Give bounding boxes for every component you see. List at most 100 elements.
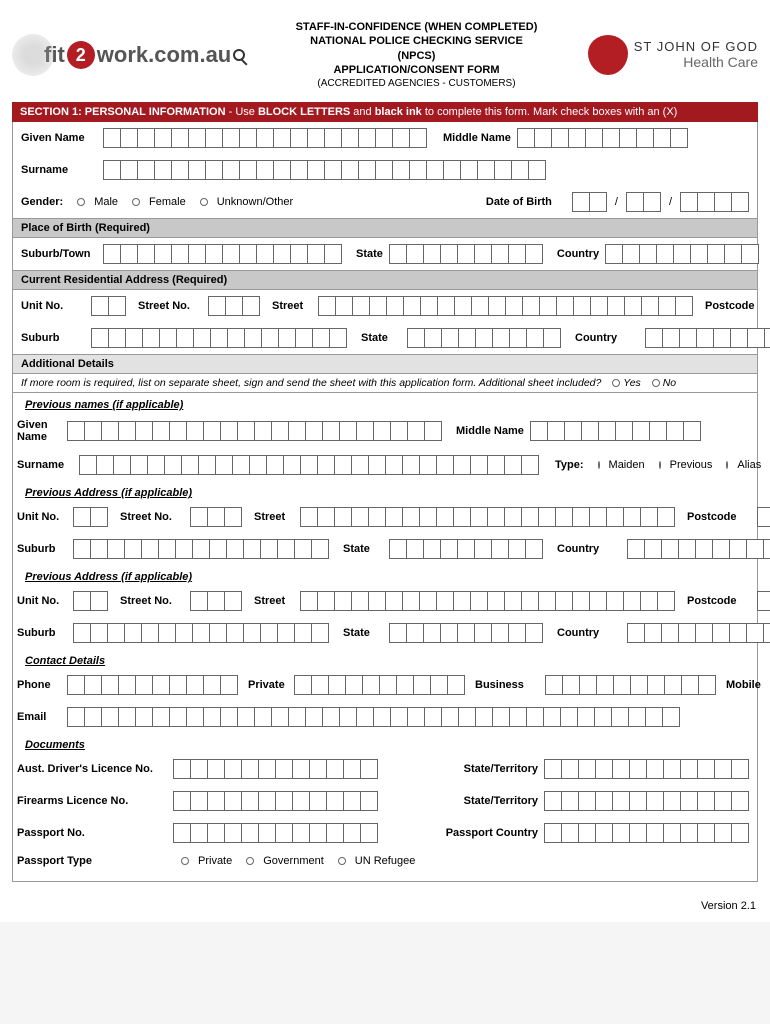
bar-place-of-birth: Place of Birth (Required) (13, 218, 757, 238)
label-middle-name: Middle Name (443, 132, 511, 144)
heading-prev-names: Previous names (if applicable) (13, 393, 757, 413)
header: fit 2 work.com.au STAFF-IN-CONFIDENCE (W… (12, 12, 758, 94)
boxes-cra-streetno[interactable] (208, 296, 260, 316)
radio-pt-gov[interactable] (246, 857, 254, 865)
boxes-drivers-state[interactable] (544, 759, 749, 779)
label-type: Type: (555, 459, 584, 471)
section1-prefix: SECTION 1: PERSONAL INFORMATION (20, 106, 226, 118)
header-line2: NATIONAL POLICE CHECKING SERVICE (296, 34, 538, 48)
boxes-middle-name[interactable] (517, 128, 688, 148)
header-line3: (NPCS) (296, 49, 538, 63)
logo-fit2work: fit 2 work.com.au (12, 34, 245, 76)
logo-sjog: ST JOHN OF GOD Health Care (588, 35, 758, 75)
shield-icon (588, 35, 628, 75)
boxes-passport-country[interactable] (544, 823, 749, 843)
version-label: Version 2.1 (701, 900, 756, 912)
label-cra-state: State (361, 332, 401, 344)
label-streetno: Street No. (138, 300, 202, 312)
boxes-dob-m[interactable] (626, 192, 661, 212)
radio-previous[interactable] (659, 461, 661, 469)
boxes-email[interactable] (67, 707, 680, 727)
heading-prev-addr2: Previous Address (if applicable) (13, 565, 757, 585)
logo-text-work: work.com.au (97, 42, 231, 68)
header-line5: (ACCREDITED AGENCIES - CUSTOMERS) (296, 77, 538, 90)
heading-documents: Documents (13, 733, 757, 753)
boxes-given-name[interactable] (103, 128, 427, 148)
radio-female[interactable] (132, 198, 140, 206)
boxes-prev-middle[interactable] (530, 421, 701, 441)
boxes-cra-street[interactable] (318, 296, 693, 316)
label-unit: Unit No. (21, 300, 85, 312)
boxes-pob-country[interactable] (605, 244, 759, 264)
boxes-passport[interactable] (173, 823, 378, 843)
boxes-cra-suburb[interactable] (91, 328, 347, 348)
radio-male[interactable] (77, 198, 85, 206)
boxes-cra-state[interactable] (407, 328, 561, 348)
boxes-phone-business[interactable] (294, 675, 465, 695)
heading-contact: Contact Details (13, 649, 757, 669)
boxes-firearms[interactable] (173, 791, 378, 811)
label-street: Street (272, 300, 312, 312)
boxes-prev-given[interactable] (67, 421, 442, 441)
label-pob-country: Country (557, 248, 599, 260)
label-surname: Surname (21, 164, 97, 176)
boxes-drivers[interactable] (173, 759, 378, 779)
boxes-surname[interactable] (103, 160, 546, 180)
label-cra-country: Country (575, 332, 639, 344)
boxes-phone-private[interactable] (67, 675, 238, 695)
row-prev-given: GivenName Middle Name (13, 413, 757, 449)
label-prev-given: GivenName (17, 419, 61, 443)
row-email: Email (13, 701, 757, 733)
radio-maiden[interactable] (598, 461, 600, 469)
bar-current-address: Current Residential Address (Required) (13, 270, 757, 290)
form-body: Given Name Middle Name Surname Gender: M… (12, 122, 758, 882)
row-pob: Suburb/Town State Country (13, 238, 757, 270)
row-pa1-1: Unit No. Street No. Street Postcode (13, 501, 757, 533)
logo-right-l1: ST JOHN OF GOD (634, 40, 758, 54)
section1-bar: SECTION 1: PERSONAL INFORMATION - Use BL… (12, 102, 758, 122)
label-dob: Date of Birth (486, 196, 552, 208)
heading-prev-addr1: Previous Address (if applicable) (13, 481, 757, 501)
label-postcode: Postcode (705, 300, 769, 312)
row-gender-dob: Gender: Male Female Unknown/Other Date o… (13, 186, 757, 218)
row-firearms: Firearms Licence No. State/Territory (13, 785, 757, 817)
row-pa2-1: Unit No. Street No. Street Postcode (13, 585, 757, 617)
radio-addl-no[interactable] (652, 379, 660, 387)
radio-unknown[interactable] (200, 198, 208, 206)
label-gender: Gender: (21, 196, 63, 208)
header-line1: STAFF-IN-CONFIDENCE (WHEN COMPLETED) (296, 20, 538, 34)
logo-right-l2: Health Care (634, 55, 758, 70)
magnifier-icon (233, 49, 245, 61)
boxes-dob-d[interactable] (572, 192, 607, 212)
row-phone: Phone Private Business Mobile (13, 669, 757, 701)
fingerprint-icon (12, 34, 54, 76)
label-pob-state: State (356, 248, 383, 260)
logo-badge-2: 2 (67, 41, 95, 69)
boxes-phone-mobile[interactable] (545, 675, 716, 695)
row-passport: Passport No. Passport Country (13, 817, 757, 849)
row-prev-surname: Surname Type: Maiden Previous Alias (13, 449, 757, 481)
radio-pt-private[interactable] (181, 857, 189, 865)
boxes-pob-suburb[interactable] (103, 244, 342, 264)
row-given-name: Given Name Middle Name (13, 122, 757, 154)
form-page: fit 2 work.com.au STAFF-IN-CONFIDENCE (W… (0, 0, 770, 922)
boxes-cra-country[interactable] (645, 328, 770, 348)
bar-additional: Additional Details (13, 354, 757, 374)
row-drivers: Aust. Driver's Licence No. State/Territo… (13, 753, 757, 785)
radio-pt-un[interactable] (338, 857, 346, 865)
radio-addl-yes[interactable] (612, 379, 620, 387)
row-cra-2: Suburb State Country (13, 322, 757, 354)
label-prev-middle: Middle Name (456, 425, 524, 437)
row-pa1-2: Suburb State Country (13, 533, 757, 565)
radio-alias[interactable] (726, 461, 728, 469)
boxes-cra-unit[interactable] (91, 296, 126, 316)
boxes-prev-surname[interactable] (79, 455, 539, 475)
boxes-pob-state[interactable] (389, 244, 543, 264)
logo-right-text: ST JOHN OF GOD Health Care (634, 40, 758, 70)
note-additional: If more room is required, list on separa… (13, 374, 757, 393)
label-cra-suburb: Suburb (21, 332, 85, 344)
boxes-dob-y[interactable] (680, 192, 749, 212)
header-title-block: STAFF-IN-CONFIDENCE (WHEN COMPLETED) NAT… (296, 20, 538, 90)
row-cra-1: Unit No. Street No. Street Postcode (13, 290, 757, 322)
boxes-firearms-state[interactable] (544, 791, 749, 811)
